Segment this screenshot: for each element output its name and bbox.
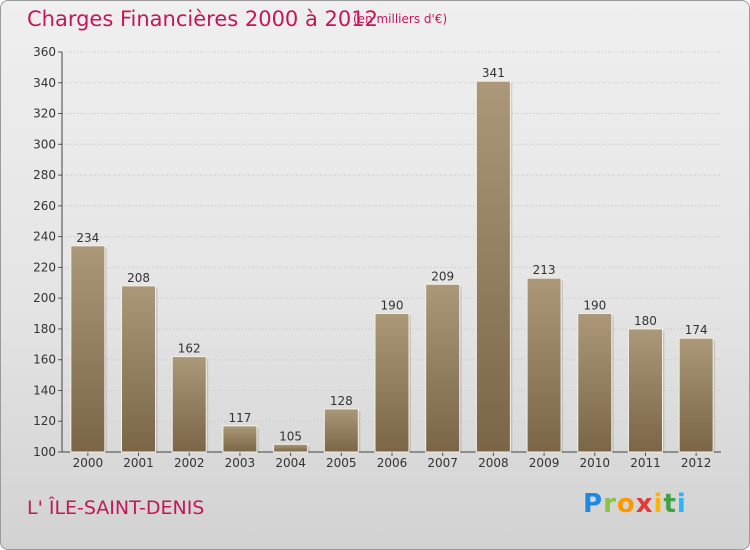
y-tick-label: 160 bbox=[33, 353, 56, 367]
data-label: 117 bbox=[228, 411, 251, 425]
y-tick-label: 180 bbox=[33, 322, 56, 336]
data-label: 341 bbox=[482, 66, 505, 80]
data-labels: 234 208 162 117 105 128 190 209 341 213 190 180 174 bbox=[76, 66, 707, 443]
x-tick-label: 2011 bbox=[630, 456, 661, 470]
axes: 100 120 140 160 180 200 220 240 260 280 300 320 340 3… bbox=[33, 45, 721, 470]
bar bbox=[121, 285, 157, 453]
logo-letter: P bbox=[583, 489, 604, 519]
x-tick-label: 2010 bbox=[579, 456, 610, 470]
bar bbox=[70, 245, 106, 453]
data-label: 209 bbox=[431, 269, 454, 283]
y-tick-label: 140 bbox=[33, 383, 56, 397]
logo-letter: i bbox=[676, 489, 687, 519]
x-tick-label: 2008 bbox=[478, 456, 509, 470]
logo-letter: o bbox=[616, 489, 636, 519]
bar bbox=[273, 443, 309, 453]
y-tick-label: 360 bbox=[33, 45, 56, 59]
x-tick-label: 2012 bbox=[681, 456, 712, 470]
bar bbox=[475, 80, 511, 453]
data-label: 128 bbox=[330, 394, 353, 408]
data-label: 208 bbox=[127, 271, 150, 285]
data-label: 105 bbox=[279, 429, 302, 443]
logo-letter: i bbox=[653, 489, 664, 519]
bars bbox=[70, 80, 716, 453]
x-tick-label: 2007 bbox=[427, 456, 458, 470]
x-tick-label: 2000 bbox=[73, 456, 104, 470]
data-label: 190 bbox=[381, 299, 404, 313]
data-label: 190 bbox=[583, 299, 606, 313]
data-label: 174 bbox=[685, 323, 708, 337]
x-tick-label: 2009 bbox=[529, 456, 560, 470]
chart-subtitle: (en milliers d'€) bbox=[353, 12, 448, 26]
y-tick-label: 200 bbox=[33, 291, 56, 305]
bar bbox=[627, 328, 663, 453]
y-tick-label: 340 bbox=[33, 76, 56, 90]
logo-letter: r bbox=[603, 489, 617, 519]
y-tick-label: 300 bbox=[33, 137, 56, 151]
commune-name: L' ÎLE-SAINT-DENIS bbox=[27, 497, 205, 519]
bar bbox=[323, 408, 359, 453]
y-tick-label: 220 bbox=[33, 260, 56, 274]
logo-letter: x bbox=[635, 489, 654, 519]
x-tick-label: 2002 bbox=[174, 456, 205, 470]
data-label: 213 bbox=[533, 263, 556, 277]
x-tick-label: 2001 bbox=[123, 456, 154, 470]
data-label: 234 bbox=[76, 231, 99, 245]
bar bbox=[222, 425, 258, 453]
bar bbox=[577, 313, 613, 453]
data-label: 162 bbox=[178, 342, 201, 356]
x-tick-label: 2006 bbox=[377, 456, 408, 470]
proxiti-logo[interactable]: Proxiti bbox=[583, 489, 687, 519]
bar bbox=[526, 277, 562, 453]
logo-letter: t bbox=[663, 489, 677, 519]
y-tick-label: 100 bbox=[33, 445, 56, 459]
bar bbox=[171, 356, 207, 453]
x-tick-label: 2004 bbox=[275, 456, 306, 470]
y-tick-label: 240 bbox=[33, 230, 56, 244]
chart-title: Charges Financières 2000 à 2012 bbox=[27, 7, 378, 31]
x-tick-label: 2005 bbox=[326, 456, 357, 470]
bar bbox=[678, 337, 714, 453]
data-label: 180 bbox=[634, 314, 657, 328]
y-tick-label: 260 bbox=[33, 199, 56, 213]
y-tick-label: 120 bbox=[33, 414, 56, 428]
bar bbox=[374, 313, 410, 453]
y-tick-label: 320 bbox=[33, 107, 56, 121]
x-tick-label: 2003 bbox=[225, 456, 256, 470]
bar bbox=[425, 283, 461, 453]
y-tick-label: 280 bbox=[33, 168, 56, 182]
